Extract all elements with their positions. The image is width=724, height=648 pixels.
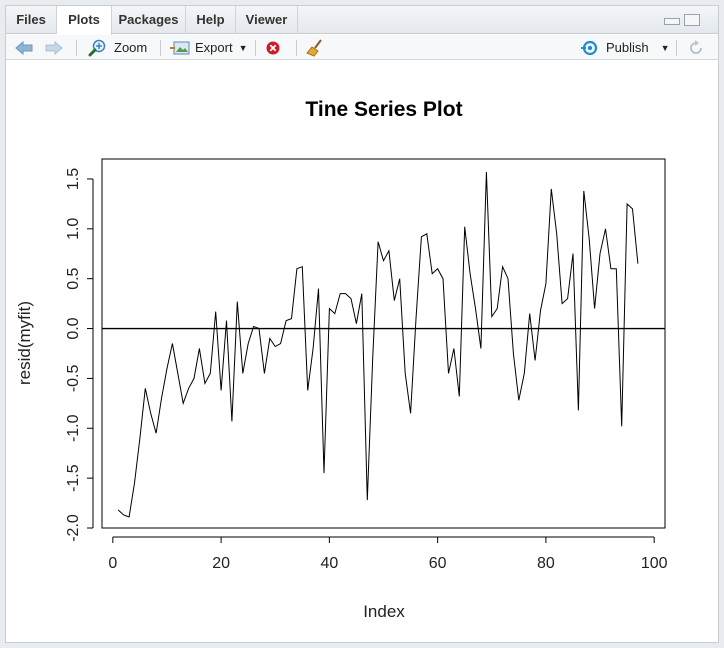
remove-plot-button[interactable]: [265, 35, 281, 60]
time-series-chart: Tine Series Plot 0 20 40 60 80 100 -2.0 -1.5 -1.…: [15, 98, 668, 621]
pane-tabbar: Files Plots Packages Help Viewer: [6, 6, 718, 35]
refresh-icon: [690, 39, 702, 54]
chevron-down-icon: ▼: [660, 42, 670, 53]
x-tick-label: 40: [320, 555, 338, 572]
arrow-right-icon: [45, 40, 63, 55]
export-button[interactable]: Export ▼: [169, 35, 248, 60]
toolbar-divider: [296, 40, 297, 56]
zoom-button[interactable]: Zoom: [88, 35, 147, 60]
minimize-pane-button[interactable]: [664, 18, 680, 25]
maximize-pane-button[interactable]: [684, 14, 700, 26]
tab-help[interactable]: Help: [186, 6, 236, 34]
y-tick-label: 0.0: [65, 317, 82, 339]
toolbar-divider: [255, 40, 256, 56]
refresh-button[interactable]: [687, 35, 705, 60]
y-axis-label: resid(myfit): [15, 301, 34, 385]
forward-button[interactable]: [44, 35, 64, 60]
x-axis-label: Index: [363, 602, 405, 621]
y-tick-label: 1.5: [65, 168, 82, 190]
publish-label: Publish: [606, 40, 649, 55]
x-tick-label: 60: [429, 555, 447, 572]
publish-button[interactable]: Publish ▼: [580, 35, 670, 60]
y-tick-label: -2.0: [65, 514, 82, 542]
y-tick-label: 1.0: [65, 218, 82, 240]
y-tick-label: -1.5: [65, 464, 82, 492]
toolbar-divider: [76, 40, 77, 56]
publish-icon: [581, 40, 598, 55]
plots-pane: Files Plots Packages Help Viewer Zoom: [5, 5, 719, 643]
tab-viewer[interactable]: Viewer: [236, 6, 298, 34]
clear-plots-button[interactable]: [306, 35, 326, 60]
tab-plots[interactable]: Plots: [57, 6, 112, 35]
plots-toolbar: Zoom Export ▼: [6, 35, 718, 60]
x-tick-label: 20: [212, 555, 230, 572]
remove-plot-icon: [266, 41, 280, 54]
export-label: Export: [195, 40, 233, 55]
zoom-icon: [88, 39, 106, 56]
plot-frame: [101, 158, 666, 529]
tab-files[interactable]: Files: [6, 6, 57, 34]
export-icon: [170, 41, 190, 54]
arrow-left-icon: [15, 40, 33, 55]
chart-title: Tine Series Plot: [305, 98, 462, 121]
broom-icon: [306, 38, 322, 57]
back-button[interactable]: [14, 35, 34, 60]
toolbar-divider: [676, 40, 677, 56]
toolbar-divider: [160, 40, 161, 56]
y-tick-label: 0.5: [65, 267, 82, 289]
chevron-down-icon: ▼: [238, 42, 248, 53]
residual-series-line: [117, 171, 639, 518]
tab-packages[interactable]: Packages: [112, 6, 186, 34]
zoom-label: Zoom: [114, 40, 148, 55]
x-tick-label: 0: [108, 555, 117, 572]
y-tick-label: -0.5: [65, 365, 82, 393]
x-tick-label: 100: [641, 555, 668, 572]
plot-viewer: Tine Series Plot 0 20 40 60 80 100 -2.0 -1.5 -1.…: [6, 61, 718, 642]
y-tick-label: -1.0: [65, 414, 82, 442]
x-tick-label: 80: [537, 555, 555, 572]
